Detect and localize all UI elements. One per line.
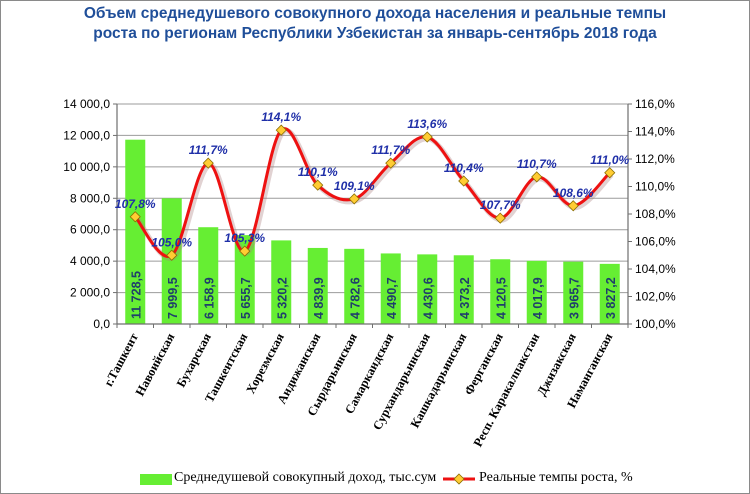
line-marker-Наманганская bbox=[604, 167, 616, 179]
line-value-label: 111,7% bbox=[189, 143, 228, 157]
bar-value-label: 4 017,9 bbox=[531, 277, 545, 319]
bar-value-labels: 11 728,5 7 999,5 6 158,9 5 655,7 5 320,2 4 83… bbox=[129, 271, 618, 319]
x-tick-label: Навоийская bbox=[133, 331, 178, 399]
y-left-tick-label: 14 000,0 bbox=[63, 97, 110, 111]
bar-value-label: 11 728,5 bbox=[129, 271, 143, 319]
bar-Сурхандарьинская bbox=[417, 254, 438, 324]
bar-series bbox=[125, 139, 620, 324]
line-value-label: 105,0% bbox=[151, 235, 192, 249]
line-value-label: 111,0% bbox=[590, 153, 629, 167]
legend-item-growth: Реальные темпы роста, % bbox=[479, 470, 633, 485]
bar-value-label: 4 120,5 bbox=[494, 277, 508, 319]
y-right-tick-label: 102,0% bbox=[635, 290, 676, 304]
bar-Ташкентская bbox=[234, 235, 255, 324]
x-tick-label: Респ. Каракалпакстан bbox=[471, 331, 543, 449]
line-series bbox=[129, 124, 616, 261]
line-marker-г.Ташкент bbox=[129, 211, 141, 223]
line-value-label: 110,7% bbox=[517, 157, 557, 171]
y-right-tick-label: 114,0% bbox=[635, 125, 675, 139]
line-value-label: 113,6% bbox=[407, 117, 447, 131]
bar-Кашкадарьинская bbox=[453, 255, 474, 324]
y-right-tick-label: 112,0% bbox=[635, 152, 675, 166]
bar-value-label: 4 373,2 bbox=[458, 277, 472, 319]
bar-Андижанская bbox=[307, 247, 328, 324]
line-value-label: 107,8% bbox=[115, 197, 156, 211]
bar-Сырдарьинская bbox=[344, 248, 365, 324]
x-tick-label: Хорезмская bbox=[243, 331, 287, 396]
line-value-label: 108,6% bbox=[553, 186, 594, 200]
y-right-tick-label: 110,0% bbox=[635, 180, 675, 194]
line-marker-Респ. Каракалпакстан bbox=[531, 171, 543, 183]
bar-value-label: 5 655,7 bbox=[239, 277, 253, 319]
bar-value-label: 4 490,7 bbox=[385, 277, 399, 319]
y-left-tick-label: 2 000,0 bbox=[70, 286, 110, 300]
legend-bar-swatch-icon bbox=[140, 474, 172, 485]
line-value-label: 109,1% bbox=[334, 179, 375, 193]
y-left-tick-label: 6 000,0 bbox=[70, 223, 110, 237]
y-right-tick-label: 108,0% bbox=[635, 207, 676, 221]
y-right-tick-label: 104,0% bbox=[635, 262, 676, 276]
line-marker-Кашкадарьинская bbox=[458, 175, 470, 187]
line-value-label: 114,1% bbox=[261, 110, 301, 124]
bar-Бухарская bbox=[198, 227, 219, 324]
y-left-tick-label: 12 000,0 bbox=[63, 128, 110, 142]
y-left-tick-label: 10 000,0 bbox=[63, 160, 110, 174]
chart-title-line1: Объем среднедушевого совокупного дохода … bbox=[83, 5, 667, 22]
y-right-tick-label: 100,0% bbox=[635, 317, 676, 331]
bar-value-label: 4 839,9 bbox=[312, 277, 326, 319]
bar-Респ. Каракалпакстан bbox=[526, 260, 547, 324]
legend-marker-icon bbox=[453, 473, 465, 485]
line-value-labels: 107,8% 105,0% 111,7% 105,3% 114,1% 110,1%109,… bbox=[115, 110, 630, 249]
plot-area bbox=[117, 104, 628, 324]
bar-value-label: 4 782,6 bbox=[348, 277, 362, 319]
bar-Хорезмская bbox=[271, 240, 292, 324]
line-marker-Бухарская bbox=[202, 157, 214, 169]
line-value-label: 111,7% bbox=[371, 143, 410, 157]
bar-value-label: 7 999,5 bbox=[166, 277, 180, 319]
y-left-tick-label: 4 000,0 bbox=[70, 254, 110, 268]
bar-value-label: 3 827,2 bbox=[604, 277, 618, 319]
bar-г.Ташкент bbox=[125, 139, 146, 324]
line-value-label: 110,1% bbox=[298, 165, 338, 179]
bar-Джизакская bbox=[563, 261, 584, 324]
line-marker-Ташкентская bbox=[239, 245, 251, 257]
x-tick-label: г.Ташкент bbox=[101, 331, 141, 389]
bar-value-label: 4 430,6 bbox=[421, 277, 435, 319]
line-value-label: 107,7% bbox=[480, 198, 521, 212]
line-marker-Сырдарьинская bbox=[348, 193, 360, 205]
bar-value-label: 3 965,7 bbox=[567, 277, 581, 319]
chart-title-line2: роста по регионам Республики Узбекистан … bbox=[93, 25, 657, 42]
bar-Навоийская bbox=[161, 198, 182, 324]
axes bbox=[113, 103, 632, 328]
legend-item-income: Среднедушевой совокупный доход, тыс.сум bbox=[174, 470, 437, 485]
line-marker-Андижанская bbox=[312, 179, 324, 191]
grid bbox=[117, 103, 628, 324]
y-left-tick-label: 8 000,0 bbox=[70, 191, 110, 205]
bar-Наманганская bbox=[599, 263, 620, 324]
line-value-label: 105,3% bbox=[224, 231, 265, 245]
line-marker-Джизакская bbox=[567, 200, 579, 212]
bar-value-label: 5 320,2 bbox=[275, 277, 289, 319]
y-right-tick-label: 106,0% bbox=[635, 235, 676, 249]
legend-icons bbox=[140, 473, 475, 485]
y-right-tick-label: 116,0% bbox=[635, 97, 675, 111]
bar-Самаркандская bbox=[380, 253, 401, 324]
line-value-label: 110,4% bbox=[444, 161, 484, 175]
line-marker-Самаркандская bbox=[385, 157, 397, 169]
chart-title: Объем среднедушевого совокупного дохода … bbox=[0, 4, 750, 44]
bar-Ферганская bbox=[490, 259, 511, 324]
bar-value-label: 6 158,9 bbox=[202, 277, 216, 319]
x-tick-label: Бухарская bbox=[174, 331, 214, 390]
line-marker-Хорезмская bbox=[275, 124, 287, 136]
y-left-tick-label: 0,0 bbox=[93, 317, 110, 331]
line-marker-Ферганская bbox=[494, 212, 506, 224]
line-marker-Сурхандарьинская bbox=[421, 131, 433, 143]
line-marker-Навоийская bbox=[166, 249, 178, 261]
